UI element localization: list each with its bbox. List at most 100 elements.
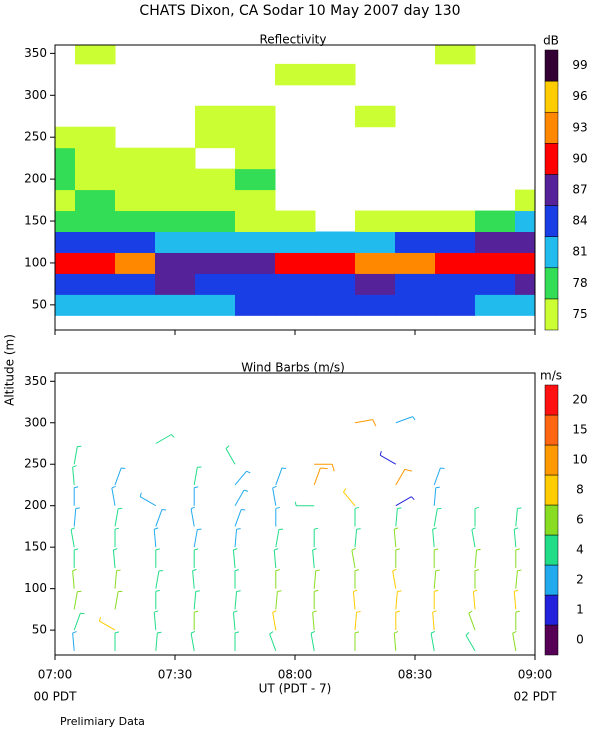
wind-barb [433, 467, 445, 486]
contour-cell [154, 147, 196, 170]
contour-cell [195, 273, 236, 295]
wind-barb [70, 527, 76, 548]
y-tick-label: 100 [24, 255, 47, 269]
x-axis-label: UT (PDT - 7) [259, 682, 332, 696]
wind-barb [472, 589, 478, 610]
contour-cell [514, 231, 536, 253]
colorbar-tick-label: 96 [572, 89, 587, 103]
contour-cell [394, 273, 436, 295]
contour-cell [474, 294, 516, 316]
wind-barb [395, 496, 415, 507]
contour-cell [75, 210, 116, 233]
wind-barb [354, 528, 361, 548]
wind-barb [395, 507, 402, 527]
wind-barb [193, 528, 202, 548]
wind-barb [193, 590, 200, 610]
contour-cell [354, 273, 396, 295]
page-title: CHATS Dixon, CA Sodar 10 May 2007 day 13… [139, 3, 460, 19]
colorbar-tick-label: 6 [576, 513, 584, 527]
wind-barb [72, 465, 77, 486]
wind-barb [354, 419, 377, 427]
wind-barb [465, 632, 476, 652]
colorbar-tick-label: 8 [576, 483, 584, 497]
wind-barb [234, 590, 241, 610]
contour-cell [274, 63, 316, 86]
y-tick-label: 50 [32, 623, 47, 637]
contour-cell [315, 273, 356, 295]
wind-barb [155, 631, 162, 651]
wind-barb [275, 506, 280, 527]
y-tick-label: 200 [24, 498, 47, 512]
contour-cell [514, 273, 536, 295]
contour-cell [55, 273, 76, 295]
colorbar-tick-label: 90 [572, 151, 587, 165]
colorbar-box [544, 80, 559, 113]
contour-cell [195, 210, 236, 233]
contour-cell [315, 252, 356, 274]
colorbar-box [544, 267, 559, 300]
contour-cell [435, 231, 476, 253]
contour-cell [514, 189, 536, 212]
wind-barb [155, 548, 160, 568]
y-tick-label: 250 [24, 130, 47, 144]
x-tick-label: 07:30 [158, 668, 193, 682]
colorbar-tick-label: 93 [572, 120, 587, 134]
wind-barb [73, 590, 82, 610]
contour-cell [114, 273, 156, 295]
colorbar-tick-label: 0 [576, 633, 584, 647]
wind-barb [73, 612, 85, 631]
contour-cell [514, 210, 536, 233]
colorbar-tick-label: 78 [572, 276, 587, 290]
contour-cell [55, 231, 76, 253]
wind-barb [272, 610, 277, 631]
wind-barb [225, 445, 236, 465]
wind-barb [234, 528, 241, 548]
colorbar-box [544, 414, 559, 446]
colorbar-tick-label: 84 [572, 214, 587, 228]
colorbar-box [544, 174, 559, 206]
contour-cell [114, 210, 156, 233]
wind-barb [190, 630, 196, 651]
contour-cell [234, 168, 276, 191]
y-tick-label: 150 [24, 540, 47, 554]
contour-cell [114, 147, 156, 170]
y-tick-label: 350 [24, 374, 47, 388]
contour-cell [114, 168, 156, 191]
wind-barb [354, 611, 361, 631]
contour-cell [75, 189, 116, 212]
end-label: 02 PDT [514, 690, 558, 704]
contour-cell [514, 252, 536, 274]
wind-barb [395, 468, 412, 486]
colorbar-tick-label: 10 [572, 453, 587, 467]
plot-title: Wind Barbs (m/s) [241, 361, 345, 375]
wind-barb [313, 589, 319, 610]
wind-barb [395, 416, 416, 424]
wind-barb [190, 506, 196, 527]
wind-barb [114, 631, 120, 651]
wind-barb [155, 434, 175, 444]
contour-cell [195, 294, 236, 316]
wind-barb [471, 527, 476, 548]
colorbar-box [544, 298, 559, 331]
wind-barb [192, 568, 197, 589]
wind-barb [234, 470, 251, 486]
wind-barb [474, 506, 480, 527]
x-tick-label: 08:00 [278, 668, 313, 682]
colorbar-box [544, 143, 559, 175]
wind-barb [275, 528, 284, 548]
wind-barb [430, 630, 436, 651]
wind-barb [153, 610, 159, 631]
wind-barb [234, 569, 240, 589]
colorbar-box [544, 474, 559, 506]
wind-barb [294, 501, 315, 507]
colorbar-box [544, 205, 559, 237]
contour-cell [514, 294, 536, 316]
wind-barb [273, 548, 279, 568]
contour-cell [354, 294, 396, 316]
wind-barb [432, 610, 437, 631]
contour-cell [474, 210, 516, 233]
wind-barb [312, 610, 317, 631]
colorbar-box [544, 111, 559, 144]
wind-barb [468, 610, 476, 631]
y-tick-label: 200 [24, 172, 47, 186]
